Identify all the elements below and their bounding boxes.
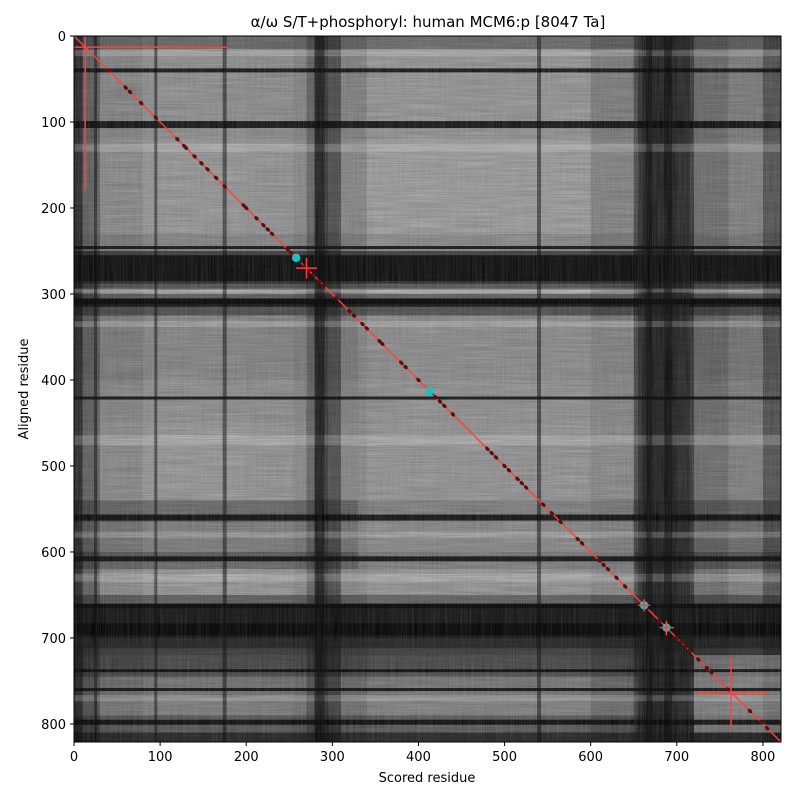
residue-marker (261, 222, 266, 228)
residue-marker (265, 227, 270, 232)
residue-marker (502, 463, 507, 469)
x-tick-label: 600 (578, 750, 603, 765)
residue-marker (709, 670, 714, 675)
residue-marker (674, 635, 680, 641)
x-tick-label: 800 (751, 750, 776, 765)
residue-marker (519, 480, 525, 486)
residue-marker (489, 450, 494, 456)
residue-marker (506, 468, 512, 473)
x-tick-label: 500 (492, 750, 517, 765)
residue-marker (437, 399, 443, 404)
residue-marker (687, 648, 692, 654)
residue-marker (254, 216, 259, 221)
x-tick-label: 300 (320, 750, 345, 765)
residue-marker (364, 326, 370, 331)
residue-marker (678, 640, 684, 645)
residue-marker (575, 536, 581, 542)
y-axis: 0 100 200 300 400 500 600 700 800 (41, 30, 74, 733)
plot-frame (73, 35, 782, 743)
chart-title: α/ω S/T+phosphoryl: human MCM6:p [8047 T… (251, 13, 606, 31)
residue-marker (317, 278, 322, 284)
crosshair-layer (74, 36, 768, 729)
residue-marker (704, 665, 710, 671)
residue-marker (683, 644, 688, 649)
marker-layer (106, 68, 770, 731)
residue-marker (175, 136, 180, 142)
x-axis-label: Scored residue (379, 771, 476, 786)
residue-marker (311, 272, 316, 278)
residue-marker (321, 283, 326, 288)
residue-marker (541, 502, 546, 507)
residue-marker (398, 360, 404, 366)
residue-marker (614, 575, 619, 580)
y-axis-label: Aligned residue (17, 339, 32, 440)
residue-marker (747, 708, 753, 714)
y-tick-label: 800 (41, 718, 66, 733)
residue-marker (416, 377, 421, 383)
residue-marker (222, 184, 227, 189)
residue-marker (127, 89, 133, 95)
residue-marker (351, 313, 357, 318)
residue-marker (758, 719, 764, 725)
residue-marker (601, 562, 606, 568)
y-tick-label: 0 (58, 30, 66, 45)
y-tick-label: 100 (41, 116, 66, 131)
residue-marker (269, 231, 275, 237)
residue-marker (403, 364, 408, 370)
residue-marker (579, 541, 585, 546)
residue-marker (433, 394, 438, 400)
residue-marker (515, 476, 520, 482)
x-tick-label: 700 (664, 750, 689, 765)
residue-marker (205, 167, 210, 172)
y-tick-label: 700 (41, 632, 66, 647)
residue-marker (450, 412, 456, 417)
residue-marker (347, 308, 352, 314)
residue-marker (123, 85, 128, 90)
residue-marker (764, 726, 770, 731)
residue-marker (106, 68, 111, 73)
residue-marker (213, 175, 219, 181)
residue-marker (442, 403, 447, 409)
residue-marker (138, 100, 144, 106)
x-axis: 0 100 200 300 400 500 600 700 800 (70, 742, 775, 765)
residue-marker (288, 250, 294, 255)
x-tick-label: 100 (148, 750, 173, 765)
x-tick-label: 400 (406, 750, 431, 765)
residue-marker (657, 618, 662, 623)
residue-marker (153, 115, 159, 120)
residue-marker (493, 455, 499, 460)
highlight-marker (425, 386, 434, 396)
y-tick-label: 200 (41, 202, 66, 217)
residue-marker (605, 566, 611, 572)
residue-marker (485, 446, 490, 452)
residue-marker (549, 511, 555, 516)
residue-marker (726, 687, 731, 692)
residue-marker (360, 321, 365, 327)
residue-marker (192, 154, 197, 159)
y-tick-label: 500 (41, 460, 66, 475)
residue-marker (523, 485, 529, 490)
residue-marker (285, 247, 290, 252)
residue-marker (622, 584, 628, 589)
residue-marker (183, 145, 189, 151)
residue-marker (558, 519, 563, 525)
y-tick-label: 300 (41, 288, 66, 303)
y-tick-label: 400 (41, 374, 66, 389)
x-tick-label: 0 (70, 750, 78, 765)
residue-marker (199, 161, 204, 166)
residue-marker (243, 205, 249, 211)
highlight-marker (291, 253, 301, 263)
residue-marker (696, 657, 701, 662)
residue-marker (334, 296, 339, 301)
x-tick-label: 200 (234, 750, 259, 765)
plot-area (74, 36, 781, 742)
y-tick-label: 600 (41, 546, 66, 561)
residue-marker (380, 341, 385, 347)
residue-marker (597, 558, 602, 563)
